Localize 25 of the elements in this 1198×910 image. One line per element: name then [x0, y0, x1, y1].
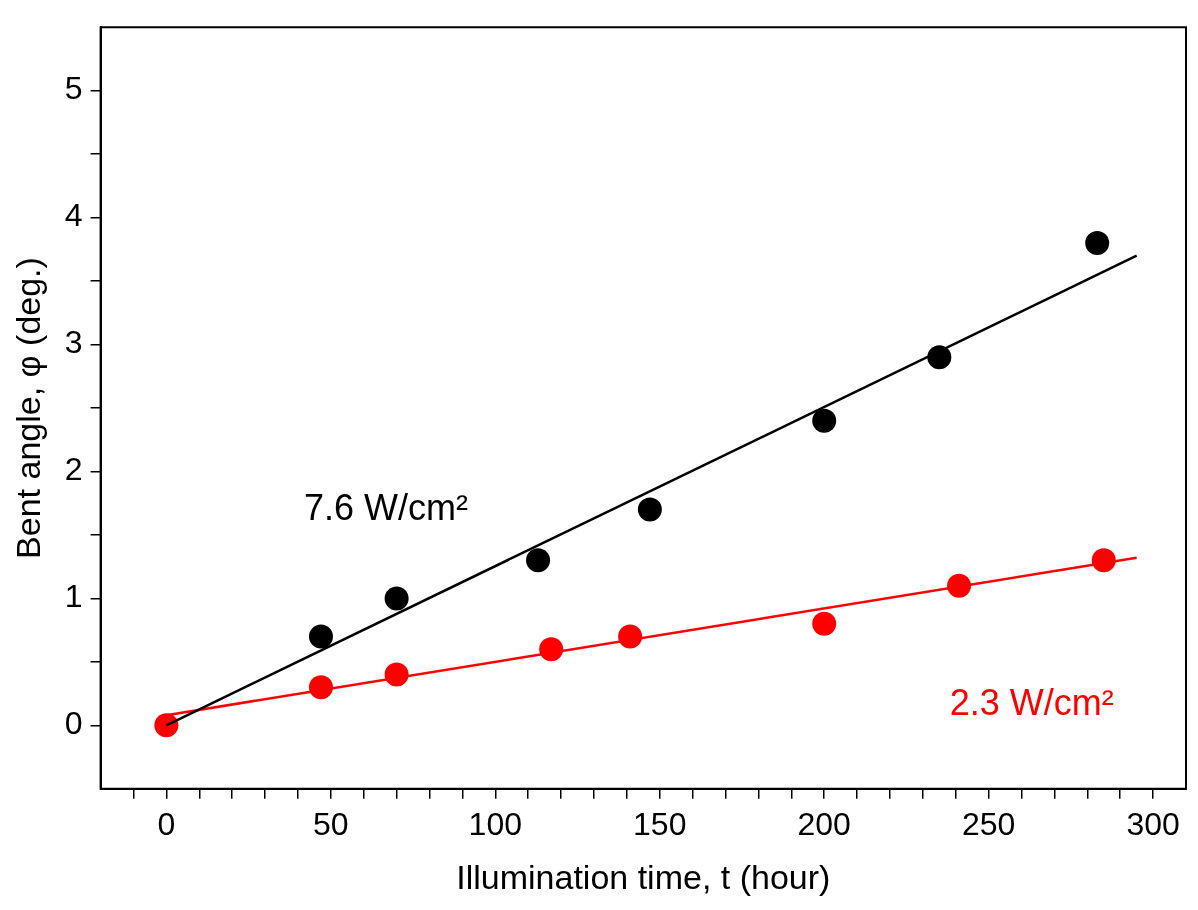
series-label: 7.6 W/cm²	[304, 487, 469, 529]
point	[812, 611, 837, 636]
text: 2.3 W/cm²	[949, 682, 1114, 724]
y-axis-title: Bent angle, φ (deg.)	[8, 257, 47, 559]
x-tick-label: 300	[1126, 805, 1180, 842]
point	[308, 624, 333, 649]
y-tick-label: 1	[64, 578, 83, 615]
y-tick-label: 2	[64, 451, 83, 488]
x-tick-label: 0	[157, 805, 176, 842]
y-tick-label: 0	[64, 705, 83, 742]
x-tick-label: 100	[468, 805, 522, 842]
x-tick-label: 50	[313, 805, 349, 842]
point	[526, 548, 551, 573]
point	[154, 713, 179, 738]
y-tick-label: 5	[64, 70, 83, 107]
x-tick-label: 200	[797, 805, 851, 842]
x-tick-label: 150	[633, 805, 687, 842]
y-tick-label: 4	[64, 197, 83, 234]
point	[637, 497, 662, 522]
point	[384, 586, 409, 611]
y-tick-label: 3	[64, 324, 83, 361]
x-axis-title: Illumination time, t (hour)	[456, 857, 831, 896]
x-tick-label: 250	[961, 805, 1016, 842]
point	[812, 408, 837, 433]
point	[1085, 230, 1110, 255]
